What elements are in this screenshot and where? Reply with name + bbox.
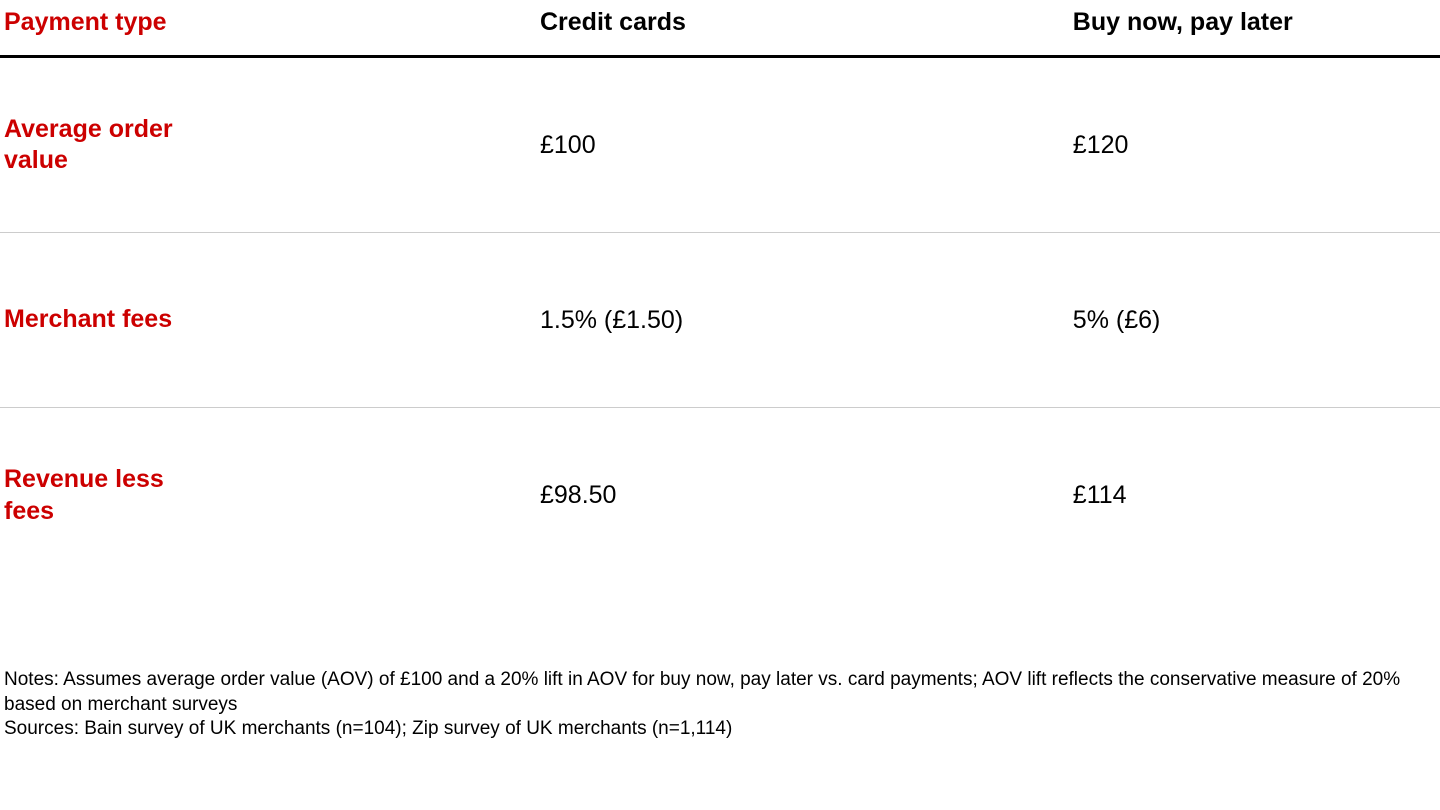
cell-aov-credit: £100 (540, 131, 1073, 160)
header-bnpl: Buy now, pay later (1073, 8, 1440, 37)
row-label-aov: Average order value (4, 114, 204, 177)
row-label-revenue: Revenue less fees (4, 464, 204, 527)
cell-fees-bnpl: 5% (£6) (1073, 306, 1440, 335)
header-payment-type: Payment type (0, 8, 540, 37)
table-header-row: Payment type Credit cards Buy now, pay l… (0, 0, 1440, 58)
header-credit-cards: Credit cards (540, 8, 1073, 37)
table-row: Merchant fees 1.5% (£1.50) 5% (£6) (0, 233, 1440, 408)
notes-text: Notes: Assumes average order value (AOV)… (4, 668, 1420, 717)
cell-revenue-credit: £98.50 (540, 481, 1073, 510)
cell-revenue-bnpl: £114 (1073, 481, 1440, 510)
sources-text: Sources: Bain survey of UK merchants (n=… (4, 717, 1420, 742)
footer-notes: Notes: Assumes average order value (AOV)… (0, 668, 1440, 742)
cell-fees-credit: 1.5% (£1.50) (540, 306, 1073, 335)
cell-aov-bnpl: £120 (1073, 131, 1440, 160)
comparison-table: Payment type Credit cards Buy now, pay l… (0, 0, 1440, 583)
row-label-fees: Merchant fees (4, 304, 204, 335)
table-row: Average order value £100 £120 (0, 58, 1440, 233)
table-row: Revenue less fees £98.50 £114 (0, 408, 1440, 583)
